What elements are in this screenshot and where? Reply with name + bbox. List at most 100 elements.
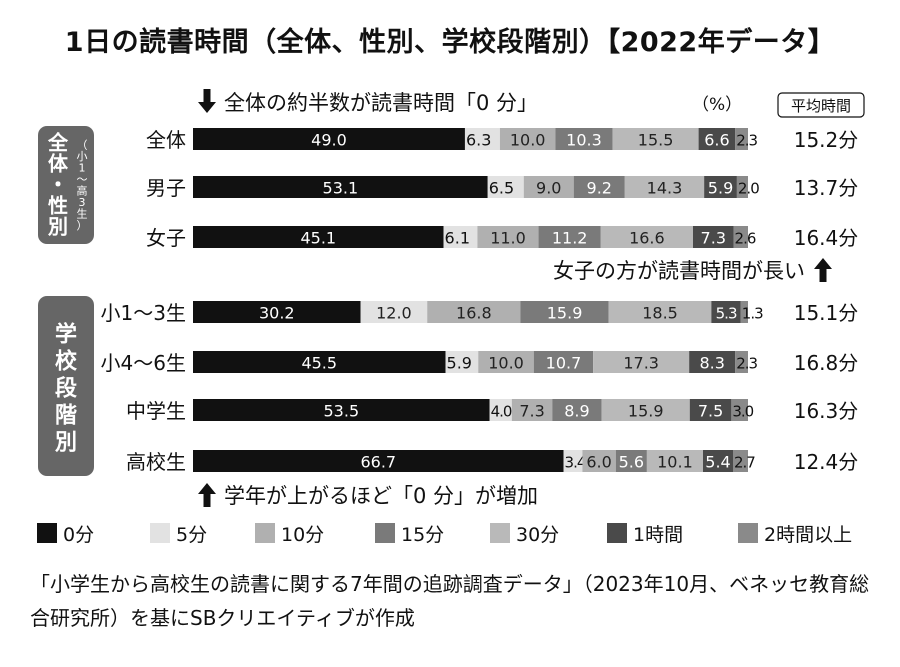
data-label: 10.1: [657, 453, 693, 472]
bar-segment: [612, 128, 699, 150]
average-time: 12.4分: [794, 450, 859, 474]
bar-segment: [615, 450, 647, 472]
bar-segment: [624, 176, 705, 198]
data-label: 15.9: [628, 402, 664, 421]
data-label: 8.9: [564, 402, 589, 421]
chart-title: 1日の読書時間（全体、性別、学校段階別）【2022年データ】: [64, 27, 836, 58]
group-sublabel-char: 〜: [77, 173, 88, 186]
data-label: 2.3: [736, 355, 757, 373]
data-label: 7.3: [701, 229, 726, 248]
data-label: 53.1: [323, 179, 359, 198]
legend-swatch: [738, 523, 758, 543]
bar-segment: [193, 450, 564, 472]
source-note: 「小学生から高校生の読書に関する7年間の追跡調査データ」（2023年10月、ベネ…: [30, 572, 870, 630]
average-time: 15.1分: [794, 301, 859, 325]
data-label: 30.2: [259, 304, 295, 323]
annotation-school: 学年が上がるほど「0 分」が増加: [224, 484, 538, 508]
data-label: 10.0: [510, 131, 546, 150]
data-label: 5.6: [619, 453, 644, 472]
bar-segment: [711, 301, 741, 323]
legend-label: 0分: [63, 524, 94, 546]
data-label: 66.7: [360, 453, 396, 472]
bar-segment: [464, 128, 500, 150]
data-label: 2.0: [738, 180, 759, 198]
down-arrow-icon: [198, 89, 216, 113]
data-label: 2.7: [734, 454, 755, 472]
data-label: 9.2: [587, 179, 612, 198]
annotation-girls: 女子の方が読書時間が長い: [553, 259, 805, 283]
group-sublabel-char: 生: [77, 207, 88, 221]
data-label: 18.5: [642, 304, 678, 323]
bar-segment: [735, 351, 748, 373]
group-label-char: 別: [48, 215, 68, 239]
group-label-box: [38, 126, 94, 244]
group-sublabel-char: （: [77, 139, 88, 152]
bar-segment: [601, 399, 690, 421]
bar-segment: [582, 450, 616, 472]
average-time: 16.8分: [794, 351, 859, 375]
data-label: 16.6: [629, 229, 665, 248]
average-time: 16.4分: [794, 226, 859, 250]
data-label: 15.9: [547, 304, 583, 323]
category-label: 中学生: [126, 399, 186, 423]
legend-swatch: [490, 523, 510, 543]
group-label-char: 全: [47, 131, 69, 155]
avg-header-box: [777, 92, 865, 118]
bar-segment: [608, 301, 712, 323]
data-label: 4.0: [491, 403, 512, 421]
bar-segment: [538, 226, 601, 248]
data-label: 6.0: [586, 453, 611, 472]
legend-label: 2時間以上: [764, 524, 852, 546]
data-label: 10.3: [566, 131, 602, 150]
data-label: 16.8: [456, 304, 492, 323]
legend-swatch: [375, 523, 395, 543]
category-label: 女子: [146, 226, 186, 250]
bar-segment: [731, 399, 748, 421]
group-label-char: 階: [55, 404, 77, 429]
unit-label: （%）: [692, 95, 742, 115]
bar-segment: [733, 226, 748, 248]
annotation-all: 全体の約半数が読書時間「0 分」: [224, 91, 538, 115]
data-label: 6.5: [489, 179, 514, 198]
bar-segment: [427, 301, 521, 323]
group-sublabel-char: ）: [77, 219, 88, 232]
bar-segment: [593, 351, 690, 373]
bar-segment: [573, 176, 625, 198]
data-label: 3.4: [565, 454, 586, 472]
data-label: 10.0: [488, 354, 524, 373]
avg-header: 平均時間: [791, 97, 851, 115]
bar-segment: [733, 450, 748, 472]
bar-segment: [478, 351, 534, 373]
bar-segment: [487, 176, 524, 198]
category-label: 高校生: [126, 450, 186, 474]
bar-segment: [735, 128, 748, 150]
data-label: 2.6: [735, 230, 756, 248]
data-label: 9.0: [536, 179, 561, 198]
group-sublabel-char: 3: [79, 196, 86, 209]
up-arrow-icon: [814, 258, 832, 282]
bar-segment: [698, 128, 736, 150]
bar-segment: [689, 399, 732, 421]
bar-segment: [193, 226, 444, 248]
data-label: 49.0: [311, 131, 347, 150]
bar-segment: [520, 301, 609, 323]
bar-segment: [523, 176, 574, 198]
bar-segment: [193, 128, 465, 150]
bar-segment: [704, 176, 737, 198]
data-label: 15.5: [638, 131, 674, 150]
data-label: 45.5: [301, 354, 337, 373]
group-label-char: 学: [55, 322, 77, 348]
bar-segment: [740, 301, 748, 323]
bar-segment: [445, 351, 479, 373]
data-label: 12.0: [376, 304, 412, 323]
category-label: 全体: [146, 128, 186, 152]
data-label: 6.3: [466, 131, 491, 150]
data-label: 5.9: [708, 179, 733, 198]
average-time: 15.2分: [794, 128, 859, 152]
category-label: 小1〜3生: [101, 301, 186, 325]
up-arrow-icon: [198, 483, 216, 507]
group-sublabel-char: 高: [77, 184, 88, 198]
bar-segment: [193, 351, 446, 373]
